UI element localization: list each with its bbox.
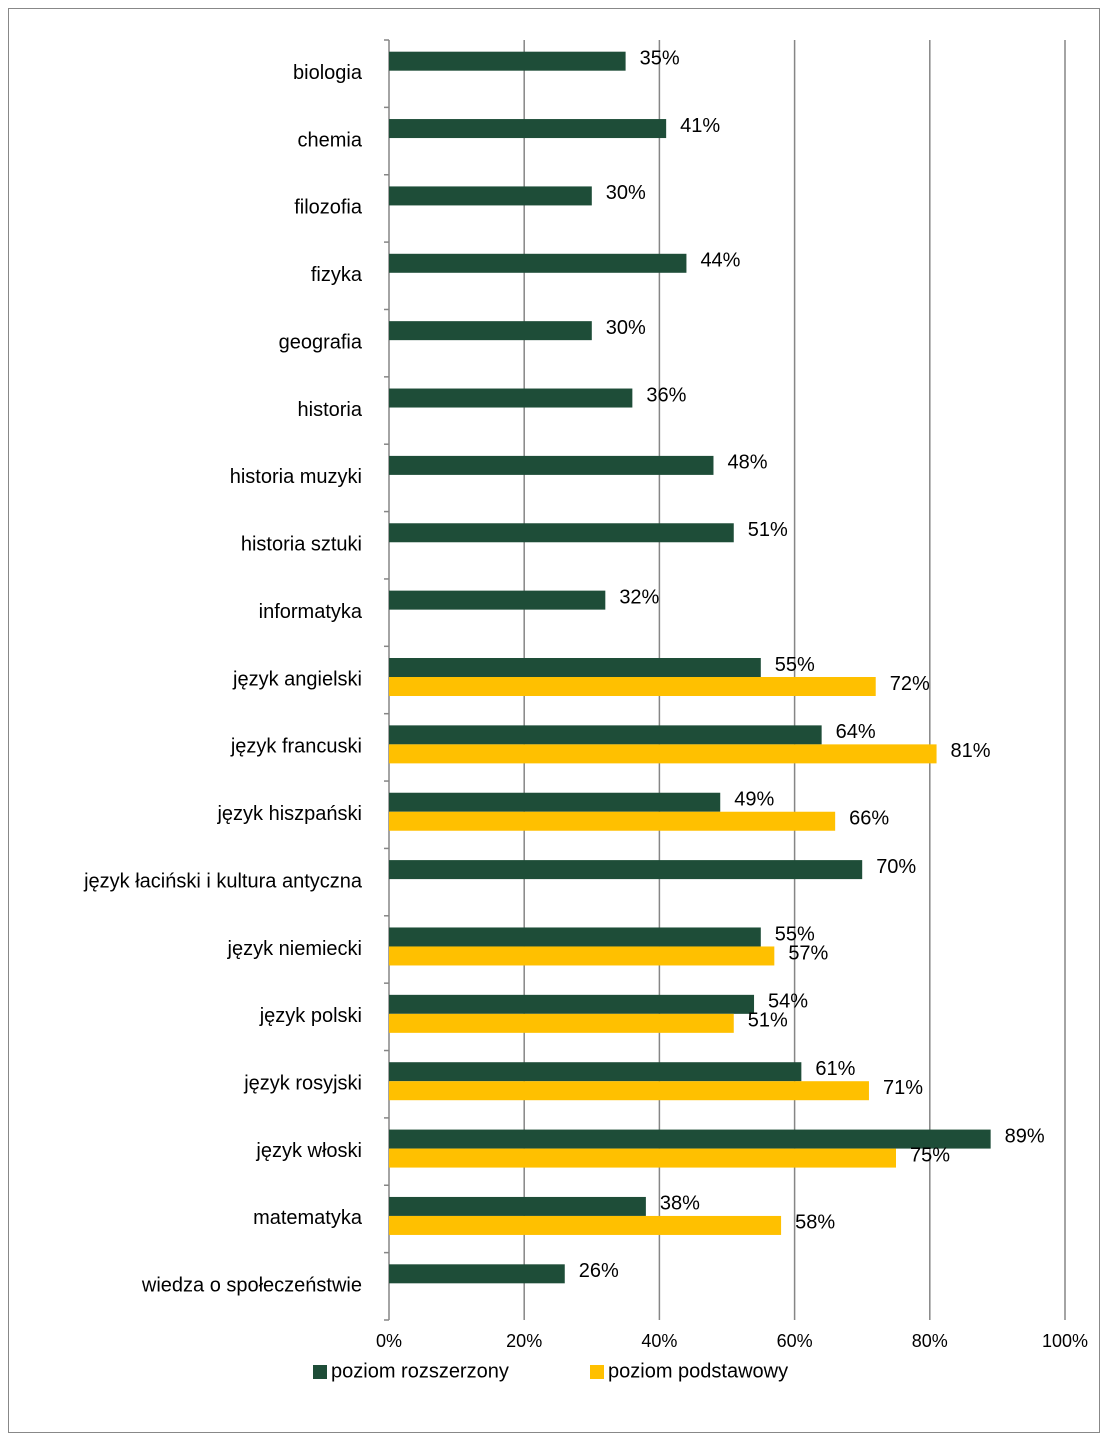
data-label: 72% xyxy=(890,673,930,695)
data-label: 51% xyxy=(748,1010,788,1032)
data-label: 35% xyxy=(640,47,680,69)
bar xyxy=(389,658,761,677)
y-tick-label: geografia xyxy=(279,331,363,353)
data-label: 61% xyxy=(815,1058,855,1080)
data-label: 71% xyxy=(883,1077,923,1099)
y-tick-label: wiedza o społeczeństwie xyxy=(141,1275,362,1297)
bar xyxy=(389,51,626,71)
legend-label: poziom rozszerzony xyxy=(331,1360,509,1382)
data-label: 54% xyxy=(768,991,808,1013)
x-tick-label: 60% xyxy=(777,1331,813,1351)
data-label: 26% xyxy=(579,1260,619,1282)
bar xyxy=(389,253,687,273)
y-tick-label: język niemiecki xyxy=(227,938,362,960)
data-label: 66% xyxy=(849,808,889,830)
bar xyxy=(389,946,775,966)
y-tick-label: historia muzyki xyxy=(230,466,362,488)
y-tick-label: język włoski xyxy=(255,1140,362,1162)
y-tick-label: biologia xyxy=(293,62,363,84)
legend-label: poziom podstawowy xyxy=(608,1360,788,1382)
bar xyxy=(389,1013,734,1033)
bar xyxy=(389,321,592,341)
bar xyxy=(389,860,863,880)
data-label: 30% xyxy=(606,182,646,204)
bar xyxy=(389,119,667,139)
bar xyxy=(389,1215,782,1235)
bar xyxy=(389,725,822,745)
y-tick-label: język hiszpański xyxy=(216,803,362,825)
legend-swatch xyxy=(313,1365,327,1379)
data-label: 70% xyxy=(876,856,916,878)
data-label: 75% xyxy=(910,1144,950,1166)
bar xyxy=(389,1062,802,1082)
chart-border xyxy=(8,8,1100,1433)
bar xyxy=(389,1081,869,1101)
data-label: 81% xyxy=(951,740,991,762)
bar xyxy=(389,455,714,475)
data-label: 48% xyxy=(727,452,767,474)
bar xyxy=(389,744,937,764)
bar xyxy=(389,792,721,812)
x-tick-label: 20% xyxy=(506,1331,542,1351)
bar xyxy=(389,590,606,610)
data-label: 36% xyxy=(646,384,686,406)
y-tick-label: historia sztuki xyxy=(241,534,362,556)
bar xyxy=(389,811,836,831)
data-label: 58% xyxy=(795,1212,835,1234)
y-tick-label: język francuski xyxy=(230,736,362,758)
data-label: 30% xyxy=(606,317,646,339)
bar xyxy=(389,1129,991,1149)
y-tick-label: język angielski xyxy=(232,668,362,690)
data-label: 44% xyxy=(700,250,740,272)
y-tick-label: matematyka xyxy=(253,1207,363,1229)
y-tick-label: język rosyjski xyxy=(243,1072,362,1094)
y-tick-label: język łaciński i kultura antyczna xyxy=(83,870,363,892)
x-tick-label: 40% xyxy=(641,1331,677,1351)
data-label: 55% xyxy=(775,923,815,945)
x-tick-label: 0% xyxy=(376,1331,402,1351)
y-tick-label: filozofia xyxy=(294,197,363,219)
data-label: 64% xyxy=(836,721,876,743)
x-tick-label: 100% xyxy=(1042,1331,1088,1351)
data-label: 41% xyxy=(680,115,720,137)
bar xyxy=(389,523,734,543)
data-label: 89% xyxy=(1005,1125,1045,1147)
y-tick-label: informatyka xyxy=(259,601,363,623)
data-label: 55% xyxy=(775,654,815,676)
bar xyxy=(389,1148,896,1168)
y-tick-label: historia xyxy=(298,399,363,421)
legend-swatch xyxy=(590,1365,604,1379)
bar xyxy=(389,1196,646,1216)
data-label: 49% xyxy=(734,789,774,811)
bar xyxy=(389,994,755,1014)
bar xyxy=(389,1264,565,1284)
data-label: 57% xyxy=(788,942,828,964)
bar xyxy=(389,388,633,408)
data-label: 51% xyxy=(748,519,788,541)
y-tick-label: fizyka xyxy=(311,264,363,286)
bar xyxy=(389,927,761,947)
data-label: 38% xyxy=(660,1193,700,1215)
bar xyxy=(389,186,592,206)
data-label: 32% xyxy=(619,586,659,608)
x-tick-label: 80% xyxy=(912,1331,948,1351)
bar xyxy=(389,677,876,696)
y-tick-label: chemia xyxy=(298,129,363,151)
y-tick-label: język polski xyxy=(259,1005,362,1027)
